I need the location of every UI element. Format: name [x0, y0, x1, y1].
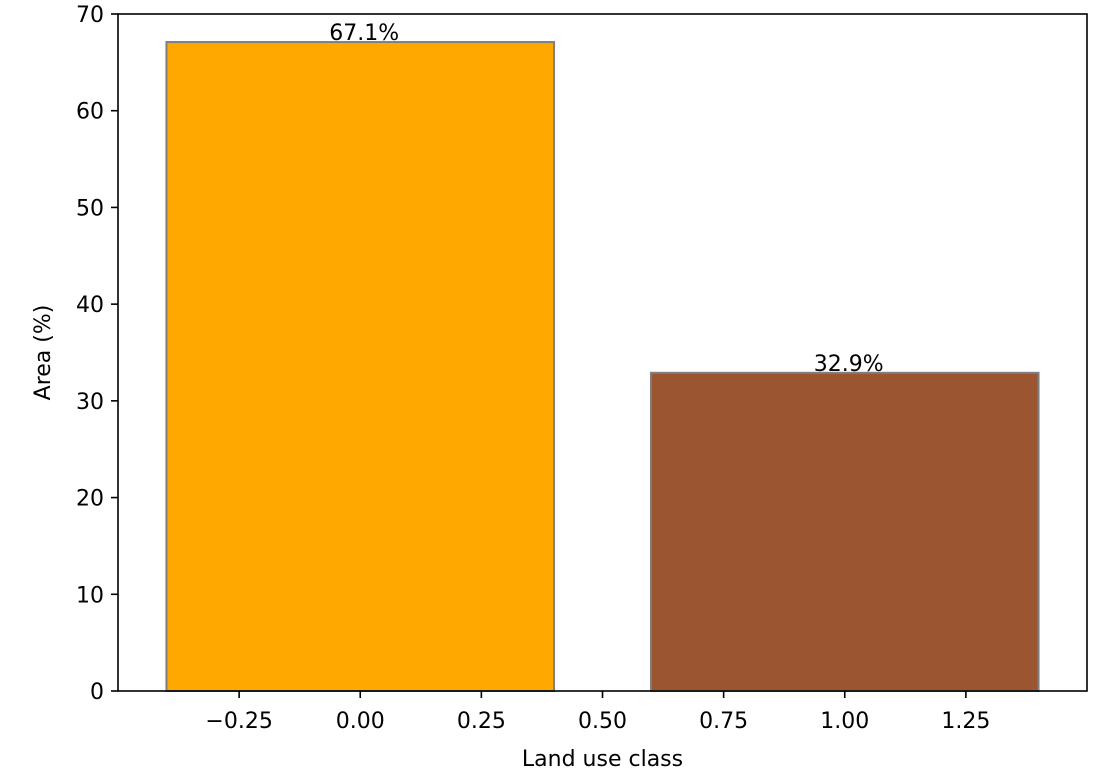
bars-group: [165, 41, 1040, 693]
y-tick-label: 50: [76, 196, 104, 221]
bar-1: [649, 371, 1040, 692]
x-tick-label: 0.25: [457, 709, 506, 734]
x-tick-label: 0.50: [578, 709, 627, 734]
y-tick-label: 40: [76, 293, 104, 318]
y-tick-label: 60: [76, 100, 104, 125]
x-tick-label: 1.00: [820, 709, 869, 734]
y-tick-label: 20: [76, 487, 104, 512]
y-tick-label: 10: [76, 583, 104, 608]
x-tick-label: 1.25: [941, 709, 990, 734]
y-axis: 0 10 20 30 40 50 60 70: [76, 3, 118, 705]
bar-labels-group: 67.1% 32.9%: [329, 21, 883, 377]
bar-0: [165, 41, 556, 693]
y-tick-label: 0: [90, 680, 104, 705]
y-tick-label: 30: [76, 390, 104, 415]
y-axis-title: Area (%): [31, 305, 56, 401]
x-tick-label: 0.75: [699, 709, 748, 734]
x-tick-label: −0.25: [205, 709, 272, 734]
x-axis-title: Land use class: [522, 747, 683, 772]
x-axis: −0.25 0.00 0.25 0.50 0.75 1.00 1.25: [205, 691, 990, 734]
y-tick-label: 70: [76, 3, 104, 28]
bar-value-label-1: 32.9%: [814, 352, 884, 377]
bar-value-label-0: 67.1%: [329, 21, 399, 46]
x-tick-label: 0.00: [336, 709, 385, 734]
